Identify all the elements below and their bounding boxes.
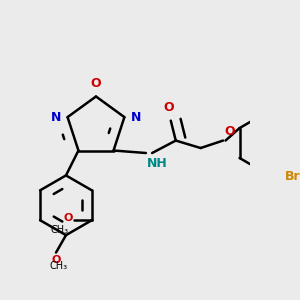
Text: O: O — [91, 77, 101, 90]
Text: Br: Br — [285, 170, 300, 183]
Text: O: O — [224, 125, 235, 138]
Text: N: N — [130, 111, 141, 124]
Text: NH: NH — [147, 157, 168, 170]
Text: O: O — [163, 101, 174, 114]
Text: O: O — [64, 213, 73, 223]
Text: N: N — [51, 111, 61, 124]
Text: CH₃: CH₃ — [50, 261, 68, 271]
Text: O: O — [51, 255, 61, 265]
Text: CH₃: CH₃ — [51, 225, 69, 235]
